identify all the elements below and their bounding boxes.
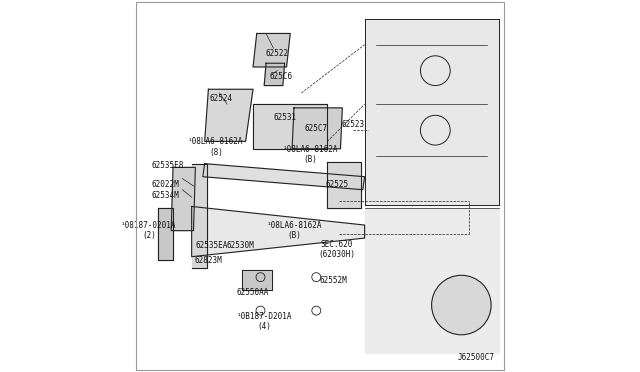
Polygon shape [365, 19, 499, 205]
Text: 625C6: 625C6 [269, 72, 292, 81]
Text: 62531: 62531 [273, 113, 296, 122]
Text: 62535EA: 62535EA [196, 241, 228, 250]
Text: 62530M: 62530M [226, 241, 254, 250]
Text: 62524: 62524 [210, 94, 233, 103]
Polygon shape [158, 208, 173, 260]
Circle shape [431, 275, 491, 335]
Polygon shape [253, 33, 291, 67]
Text: ¹08LA6-8162A
(8): ¹08LA6-8162A (8) [188, 137, 244, 157]
Polygon shape [264, 63, 285, 86]
Polygon shape [242, 270, 271, 290]
Text: SEC.620
(62030H): SEC.620 (62030H) [318, 240, 355, 259]
Polygon shape [191, 206, 365, 257]
Text: ¹08LA6-8162A
(B): ¹08LA6-8162A (B) [266, 221, 322, 240]
Text: 62525: 62525 [325, 180, 348, 189]
Polygon shape [205, 89, 253, 141]
Polygon shape [172, 167, 195, 231]
Text: 62823M: 62823M [195, 256, 222, 265]
Text: ¹08187-0201A
(2): ¹08187-0201A (2) [121, 221, 177, 240]
Text: 62535E8: 62535E8 [151, 161, 184, 170]
Text: 625C7: 625C7 [305, 124, 328, 133]
Polygon shape [292, 108, 342, 149]
Polygon shape [191, 164, 207, 268]
Text: 62550AA: 62550AA [237, 288, 269, 296]
Text: 62552M: 62552M [319, 276, 347, 285]
Polygon shape [328, 162, 361, 208]
Polygon shape [365, 208, 499, 353]
Text: 62534M: 62534M [152, 191, 179, 200]
Text: 62523: 62523 [342, 120, 365, 129]
Text: 62522: 62522 [266, 49, 289, 58]
Polygon shape [253, 104, 328, 149]
Text: J62500C7: J62500C7 [458, 353, 495, 362]
Text: ¹08LA6-8162A
(B): ¹08LA6-8162A (B) [283, 145, 339, 164]
Text: 62022M: 62022M [152, 180, 179, 189]
Polygon shape [203, 164, 365, 190]
Text: ¹0B187-D201A
(4): ¹0B187-D201A (4) [236, 312, 292, 331]
